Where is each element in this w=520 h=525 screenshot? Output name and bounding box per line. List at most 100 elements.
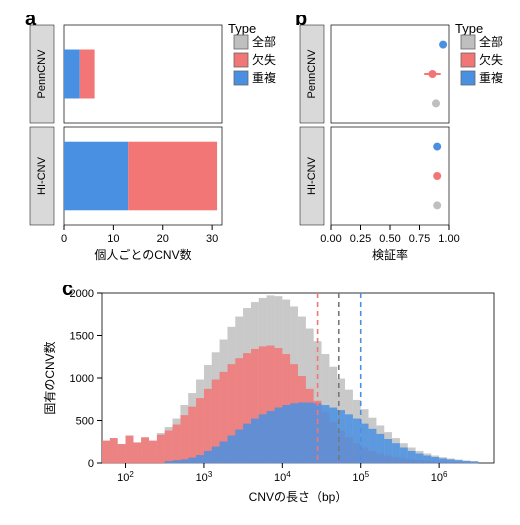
point [428, 70, 436, 78]
hist-bar [141, 438, 148, 464]
hist-bar [149, 441, 156, 463]
legend-swatch [234, 71, 248, 85]
hist-bar [298, 403, 305, 463]
hist-bar [447, 460, 454, 463]
hist-bar [188, 458, 195, 463]
plot-frame [331, 127, 449, 225]
ylabel: 固有のCNV数 [42, 341, 57, 414]
hist-bar [126, 436, 133, 463]
hist-bar [181, 415, 188, 463]
legend-swatch [234, 53, 248, 67]
hist-bar [267, 411, 274, 463]
ytick-label: 0 [88, 458, 94, 470]
xtick-label: 20 [157, 233, 169, 245]
legend-title: Type [228, 21, 256, 36]
bar-del [80, 50, 95, 99]
legend-label: 全部 [479, 34, 503, 49]
hist-bar [345, 415, 352, 463]
point [433, 201, 441, 209]
hist-bar [196, 455, 203, 463]
xtick-label: 102 [117, 470, 134, 485]
hist-bar [188, 407, 195, 463]
hist-bar [196, 398, 203, 463]
xtick-label: 0.25 [350, 233, 371, 245]
hist-bar [102, 441, 109, 463]
legend-swatch [461, 53, 475, 67]
hist-bar [400, 448, 407, 463]
hist-bar [353, 419, 360, 463]
point [439, 41, 447, 49]
legend-label: 欠失 [479, 52, 503, 67]
hist-bar [165, 431, 172, 463]
xtick-label: 103 [196, 470, 213, 485]
xtick-label: 104 [274, 470, 291, 485]
hist-bar [431, 457, 438, 463]
xtick-label: 0.50 [379, 233, 400, 245]
ytick-label: 1000 [70, 373, 94, 385]
xtick-label: 0.00 [320, 233, 341, 245]
hist-bar [251, 419, 258, 463]
facet-label: HI-CNV [36, 156, 48, 195]
facet-label: PennCNV [36, 49, 48, 99]
hist-bar [392, 443, 399, 463]
hist-bar [118, 444, 125, 463]
point [433, 143, 441, 151]
legend-title: Type [455, 21, 483, 36]
xtick-label: 105 [352, 470, 369, 485]
hist-bar [228, 436, 235, 463]
legend-swatch [461, 71, 475, 85]
hist-bar [455, 460, 462, 463]
facet-label: PennCNV [306, 49, 318, 99]
xtick-label: 10 [107, 233, 119, 245]
point [432, 99, 440, 107]
hist-bar [259, 415, 266, 463]
legend-label: 重複 [479, 70, 503, 85]
hist-bar [283, 405, 290, 463]
facet-label: HI-CNV [306, 156, 318, 195]
figure-root: aPennCNVHI-CNV0102030個人ごとのCNV数Type全部欠失重複… [0, 0, 520, 525]
hist-bar [243, 424, 250, 463]
hist-bar [384, 439, 391, 463]
hist-bar [157, 435, 164, 463]
hist-bar [173, 460, 180, 463]
ytick-label: 1500 [70, 331, 94, 343]
hist-bar [220, 442, 227, 463]
legend-label: 欠失 [252, 52, 276, 67]
xtick-label: 1.00 [438, 233, 459, 245]
hist-bar [181, 460, 188, 463]
hist-bar [134, 443, 141, 463]
hist-bar [369, 429, 376, 463]
hist-bar [463, 461, 470, 463]
bar-dup [64, 142, 128, 211]
hist-bar [173, 425, 180, 463]
xtick-label: 106 [431, 470, 448, 485]
xlabel: 個人ごとのCNV数 [94, 247, 191, 262]
panel-c: c0500100015002000固有のCNV数102103104105106C… [40, 285, 510, 520]
ytick-label: 2000 [70, 288, 94, 300]
panel-b: bPennCNVHI-CNV0.000.250.500.751.00検証率Typ… [295, 15, 520, 270]
hist-bar [439, 459, 446, 463]
point [433, 172, 441, 180]
legend-label: 全部 [252, 34, 276, 49]
bar-dup [64, 50, 80, 99]
legend-swatch [461, 35, 475, 49]
hist-bar [416, 454, 423, 463]
xlabel: CNVの長さ（bp） [249, 490, 348, 504]
hist-bar [290, 404, 297, 464]
xtick-label: 30 [206, 233, 218, 245]
hist-bar [361, 424, 368, 463]
hist-bar [110, 438, 117, 463]
panel-a: aPennCNVHI-CNV0102030個人ごとのCNV数Type全部欠失重複 [25, 15, 290, 270]
hist-bar [212, 447, 219, 463]
hist-bar [204, 451, 211, 463]
hist-bar [165, 461, 172, 463]
hist-bar [235, 430, 242, 463]
ytick-label: 500 [76, 416, 94, 428]
hist-bar [306, 403, 313, 463]
hist-bar [275, 408, 282, 463]
hist-bar [408, 451, 415, 463]
hist-bar [377, 434, 384, 463]
xlabel: 検証率 [372, 247, 408, 262]
bar-del [128, 142, 217, 211]
xtick-label: 0 [61, 233, 67, 245]
